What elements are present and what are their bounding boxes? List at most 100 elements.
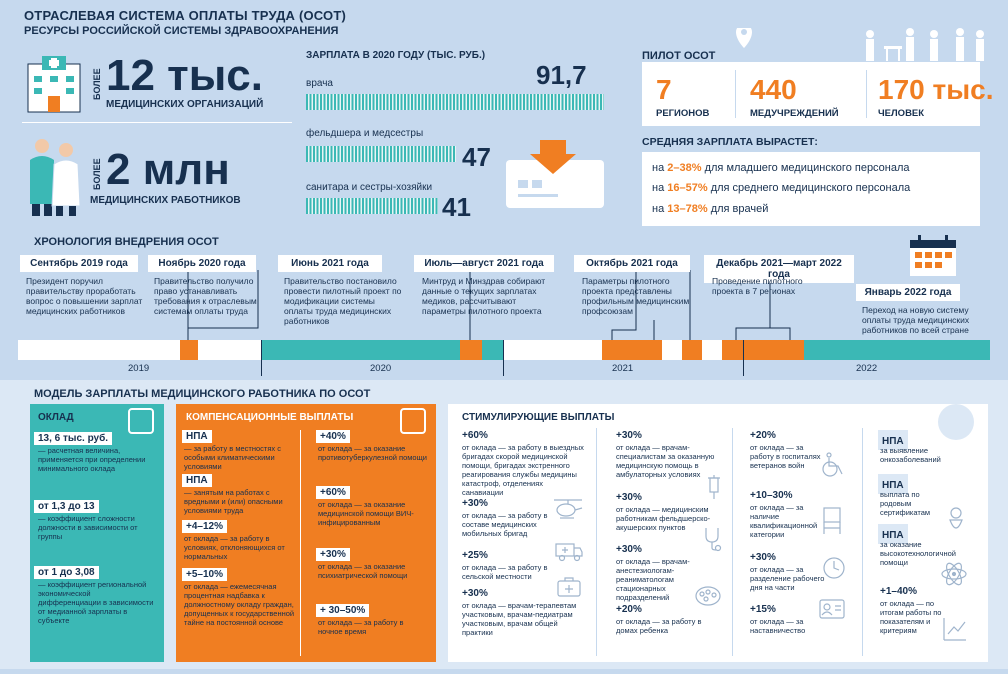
growth-panel — [642, 152, 980, 226]
calendar-icon — [908, 234, 958, 278]
orgs-caption: МЕДИЦИНСКИХ ОРГАНИЗАЦИЙ — [106, 99, 264, 110]
salary-txt: — коэффициент сложности должности в зави… — [38, 514, 138, 541]
timeline-text: Правительство получило право устанавлива… — [154, 276, 257, 316]
stim-val: +30% — [462, 498, 488, 509]
timeline-marker — [722, 340, 804, 360]
growth-title: СРЕДНЯЯ ЗАРПЛАТА ВЫРАСТЕТ: — [642, 136, 818, 148]
stim-txt: от оклада — медицинским работникам фельд… — [616, 505, 711, 532]
timeline-marker — [180, 340, 198, 360]
workers-value: 2 млн — [106, 145, 230, 194]
salary-value-nurse: 47 — [462, 142, 491, 172]
syringe-icon — [704, 474, 724, 500]
year-label: 2022 — [856, 363, 878, 374]
timeline-head: Январь 2022 года — [856, 284, 960, 301]
stim-divider — [596, 428, 597, 656]
timeline-marker — [602, 340, 662, 360]
stim-col-title: СТИМУЛИРУЮЩИЕ ВЫПЛАТЫ — [462, 412, 615, 423]
comp-divider — [300, 430, 301, 656]
chart-icon — [942, 616, 968, 642]
comp-txt: от оклада — ежемесячная процентная надба… — [184, 582, 295, 627]
pilot-stat-sep — [735, 70, 736, 118]
salary-bar-nurse — [306, 146, 456, 162]
year-separator — [503, 340, 504, 376]
salary-val: 13, 6 тыс. руб. — [34, 432, 113, 445]
money-icon — [938, 404, 974, 440]
ambulance-icon — [554, 540, 584, 562]
pilot-title: ПИЛОТ ОСОТ — [642, 50, 716, 62]
stim-txt: от оклада — за работу в выездных бригада… — [462, 443, 584, 497]
stim-val: +10–30% — [750, 490, 793, 501]
npa-val: НПА — [878, 474, 908, 494]
stim-txt: от оклада — за работу в сельской местнос… — [462, 563, 548, 581]
orgs-prefix: БОЛЕЕ — [92, 68, 102, 100]
salary-label-doctor: врача — [306, 78, 333, 89]
pilot-regions-num: 7 — [656, 74, 672, 105]
salary-bar-doctor — [306, 94, 604, 110]
money-icon — [128, 408, 154, 434]
comp-val: +60% — [316, 486, 350, 499]
workers-caption: МЕДИЦИНСКИХ РАБОТНИКОВ — [90, 195, 241, 206]
stim-txt: от оклада — за работу в госпиталях ветер… — [750, 443, 821, 470]
divider — [22, 122, 292, 123]
pilot-people-icon — [720, 24, 992, 64]
stim-txt: от оклада — врачам-специалистам за оказа… — [616, 443, 715, 479]
growth-row: на 16–57% для среднего медицинского перс… — [652, 182, 911, 194]
salary-value-sanitar: 41 — [442, 192, 471, 222]
doctors-icon — [22, 134, 86, 218]
growth-row: на 13–78% для врачей — [652, 203, 769, 215]
stim-txt: от оклада — за работу в составе медицинс… — [462, 511, 548, 538]
baby-icon — [946, 506, 966, 536]
stim-val: +30% — [462, 588, 488, 599]
comp-txt: от оклада — за оказание медицинской помо… — [318, 500, 414, 527]
npa-val: НПА — [878, 524, 908, 544]
salary-title: ЗАРПЛАТА В 2020 ГОДУ (ТЫС. РУБ.) — [306, 50, 486, 61]
clock-icon — [822, 556, 846, 580]
comp-txt: от оклада — за работу в условиях, отклон… — [184, 534, 285, 561]
stim-val: +30% — [616, 492, 642, 503]
timeline-text: Минтруд и Минздрав собирают данные о тек… — [422, 276, 546, 316]
salary-val: от 1 до 3,08 — [34, 566, 99, 579]
stethoscope-icon — [702, 526, 724, 552]
hospital-icon — [24, 52, 84, 114]
salary-label-sanitar: санитара и сестры-хозяйки — [306, 182, 433, 193]
year-separator — [261, 340, 262, 376]
salary-bar-sanitar — [306, 198, 438, 214]
timeline-marker — [682, 340, 702, 360]
stim-txt: от оклада — за разделение рабочего дня н… — [750, 565, 825, 592]
year-label: 2021 — [612, 363, 634, 374]
first-aid-icon — [556, 576, 582, 598]
salary-label-nurse: фельдшера и медсестры — [306, 128, 424, 139]
pilot-regions-cap: РЕГИОНОВ — [656, 108, 710, 119]
page-subtitle: РЕСУРСЫ РОССИЙСКОЙ СИСТЕМЫ ЗДРАВООХРАНЕН… — [24, 25, 339, 37]
stim-divider — [862, 428, 863, 656]
stim-val: +25% — [462, 550, 488, 561]
stim-val: +60% — [462, 430, 488, 441]
card-icon — [504, 140, 608, 210]
timeline-text: Президент поручил правительству проработ… — [26, 276, 143, 316]
timeline-head: Сентябрь 2019 года — [20, 255, 138, 272]
timeline-head: Октябрь 2021 года — [574, 255, 690, 272]
pilot-stats-panel — [642, 62, 980, 126]
stim-divider — [732, 428, 733, 656]
stim-val: +30% — [616, 430, 642, 441]
timeline-text: Параметры пилотного проекта представлены… — [582, 276, 690, 316]
timeline-text: Переход на новую систему оплаты труда ме… — [862, 305, 970, 335]
pilot-stat-sep — [866, 70, 867, 118]
timeline-text: Проведение пилотного проекта в 7 региона… — [712, 276, 803, 296]
id-card-icon — [818, 598, 846, 620]
comp-col-title: КОМПЕНСАЦИОННЫЕ ВЫПЛАТЫ — [186, 412, 354, 423]
pilot-hospitals-cap: МЕДУЧРЕЖДЕНИЙ — [750, 108, 839, 119]
timeline-head: Июль—август 2021 года — [414, 255, 554, 272]
stim-val: +20% — [750, 430, 776, 441]
comp-val: НПА — [182, 430, 212, 443]
salary-column — [30, 404, 164, 662]
stim-val: +1–40% — [880, 586, 917, 597]
timeline-marker — [460, 340, 482, 360]
workers-prefix: БОЛЕЕ — [92, 158, 102, 190]
timeline-title: ХРОНОЛОГИЯ ВНЕДРЕНИЯ ОСОТ — [34, 236, 219, 248]
comp-txt: — занятым на работах с вредными и (или) … — [184, 488, 283, 515]
stim-val: +30% — [750, 552, 776, 563]
stim-txt: от оклада — врачам-терапевтам участковым… — [462, 601, 577, 637]
salary-col-title: ОКЛАД — [38, 412, 74, 423]
npa-val: НПА — [878, 430, 908, 450]
